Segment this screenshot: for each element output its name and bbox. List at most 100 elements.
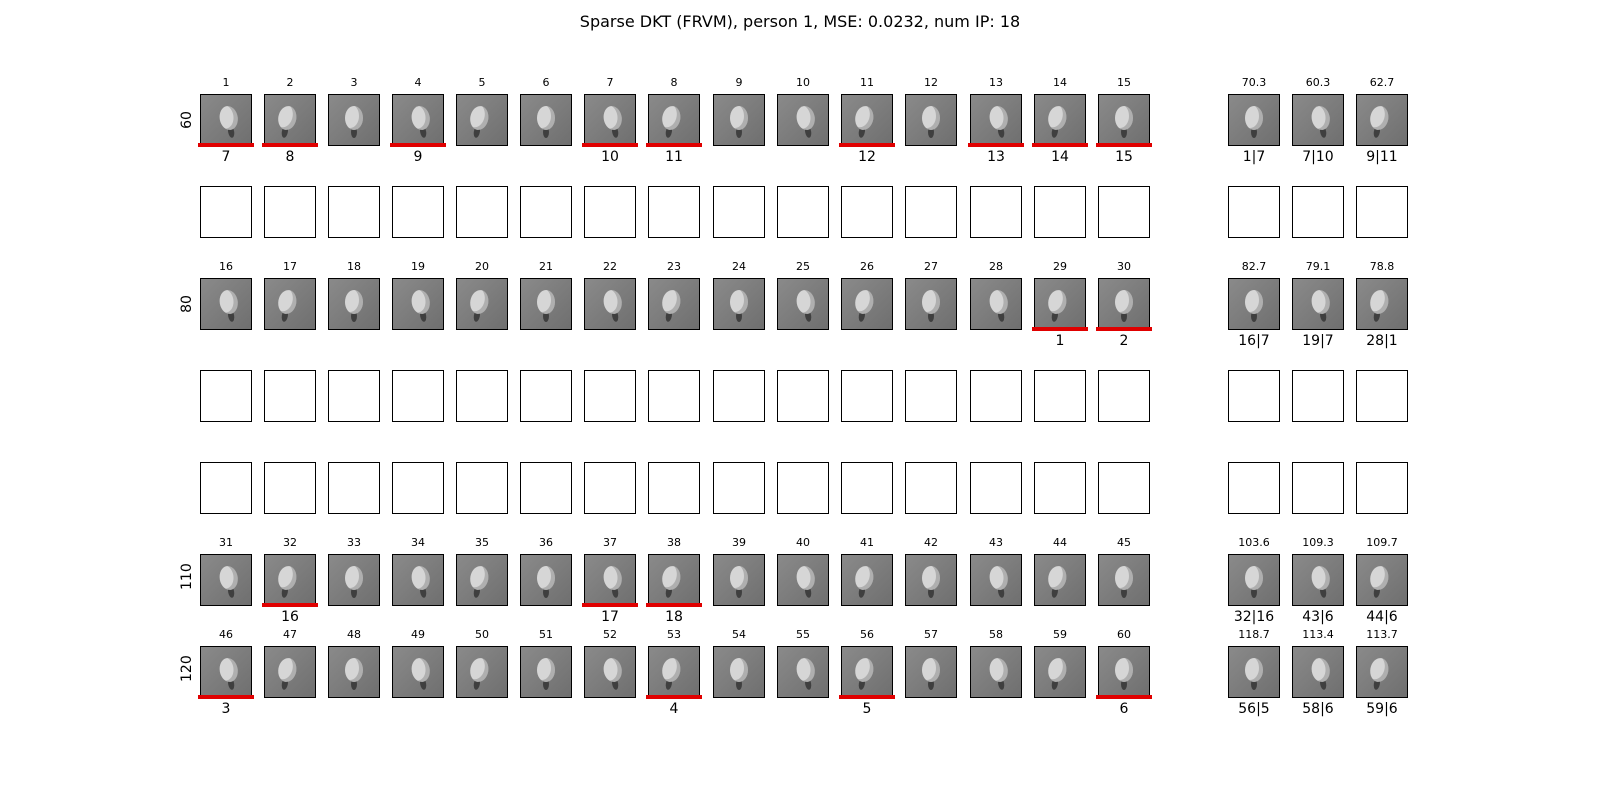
face-thumbnail[interactable] <box>264 554 316 606</box>
face-thumbnail[interactable] <box>392 554 444 606</box>
face-thumbnail[interactable] <box>264 646 316 698</box>
face-thumbnail-icon <box>537 565 555 590</box>
empty-cell <box>1228 462 1280 514</box>
face-thumbnail[interactable] <box>200 646 252 698</box>
face-thumbnail-icon <box>601 564 624 591</box>
match-thumbnail[interactable] <box>1228 554 1280 606</box>
match-thumbnail[interactable] <box>1356 646 1408 698</box>
match-thumbnail[interactable] <box>1292 554 1344 606</box>
empty-cell <box>713 462 765 514</box>
face-thumbnail[interactable] <box>777 94 829 146</box>
face-thumbnail[interactable] <box>328 278 380 330</box>
match-thumbnail[interactable] <box>1356 94 1408 146</box>
face-thumbnail[interactable] <box>970 646 1022 698</box>
face-thumbnail[interactable] <box>328 646 380 698</box>
face-thumbnail[interactable] <box>1098 94 1150 146</box>
face-thumbnail[interactable] <box>970 278 1022 330</box>
face-thumbnail[interactable] <box>841 278 893 330</box>
thumbnail-index: 11 <box>860 76 874 89</box>
face-thumbnail[interactable] <box>648 94 700 146</box>
face-thumbnail[interactable] <box>584 94 636 146</box>
face-thumbnail[interactable] <box>648 278 700 330</box>
empty-cell <box>1356 462 1408 514</box>
face-thumbnail[interactable] <box>200 278 252 330</box>
empty-cell <box>713 186 765 238</box>
face-thumbnail[interactable] <box>1098 278 1150 330</box>
face-thumbnail-icon <box>1245 565 1263 590</box>
face-thumbnail[interactable] <box>905 94 957 146</box>
face-thumbnail[interactable] <box>520 554 572 606</box>
face-thumbnail[interactable] <box>713 94 765 146</box>
face-thumbnail[interactable] <box>456 554 508 606</box>
match-thumbnail[interactable] <box>1292 94 1344 146</box>
face-thumbnail[interactable] <box>264 278 316 330</box>
match-thumbnail[interactable] <box>1228 278 1280 330</box>
row-label: 60 <box>179 111 195 129</box>
face-thumbnail[interactable] <box>1034 278 1086 330</box>
match-thumbnail[interactable] <box>1292 278 1344 330</box>
face-thumbnail[interactable] <box>264 94 316 146</box>
face-thumbnail-icon <box>601 104 624 131</box>
thumbnail-index: 32 <box>283 536 297 549</box>
face-thumbnail[interactable] <box>200 94 252 146</box>
empty-cell <box>1292 370 1344 422</box>
face-thumbnail-icon <box>794 564 817 591</box>
thumbnail-index: 46 <box>219 628 233 641</box>
empty-cell <box>1356 370 1408 422</box>
face-thumbnail[interactable] <box>970 94 1022 146</box>
face-thumbnail[interactable] <box>905 278 957 330</box>
match-thumbnail[interactable] <box>1356 554 1408 606</box>
face-thumbnail[interactable] <box>841 94 893 146</box>
match-pair-label: 9|11 <box>1366 149 1398 165</box>
face-thumbnail[interactable] <box>648 554 700 606</box>
face-thumbnail[interactable] <box>713 646 765 698</box>
selection-marker <box>198 695 254 699</box>
face-thumbnail[interactable] <box>713 554 765 606</box>
selection-marker <box>582 603 638 607</box>
face-thumbnail[interactable] <box>777 278 829 330</box>
match-thumbnail[interactable] <box>1228 646 1280 698</box>
face-thumbnail[interactable] <box>1098 646 1150 698</box>
face-thumbnail[interactable] <box>456 278 508 330</box>
face-thumbnail[interactable] <box>777 646 829 698</box>
face-thumbnail[interactable] <box>392 278 444 330</box>
face-thumbnail[interactable] <box>841 554 893 606</box>
empty-cell <box>200 370 252 422</box>
face-thumbnail[interactable] <box>648 646 700 698</box>
face-thumbnail[interactable] <box>584 646 636 698</box>
face-thumbnail[interactable] <box>841 646 893 698</box>
face-thumbnail[interactable] <box>584 554 636 606</box>
face-thumbnail-icon <box>217 564 240 591</box>
selection-label: 9 <box>413 149 423 165</box>
face-thumbnail[interactable] <box>520 94 572 146</box>
face-thumbnail[interactable] <box>392 646 444 698</box>
face-thumbnail[interactable] <box>1098 554 1150 606</box>
face-thumbnail[interactable] <box>392 94 444 146</box>
face-thumbnail[interactable] <box>200 554 252 606</box>
face-thumbnail[interactable] <box>1034 94 1086 146</box>
face-thumbnail[interactable] <box>328 94 380 146</box>
face-thumbnail[interactable] <box>713 278 765 330</box>
face-thumbnail[interactable] <box>328 554 380 606</box>
face-thumbnail[interactable] <box>520 278 572 330</box>
row-label: 120 <box>179 655 195 682</box>
empty-cell <box>456 462 508 514</box>
face-thumbnail[interactable] <box>1034 554 1086 606</box>
empty-cell <box>648 462 700 514</box>
face-thumbnail[interactable] <box>456 94 508 146</box>
face-thumbnail[interactable] <box>1034 646 1086 698</box>
face-thumbnail[interactable] <box>777 554 829 606</box>
empty-cell <box>328 462 380 514</box>
empty-cell <box>1228 186 1280 238</box>
face-thumbnail[interactable] <box>520 646 572 698</box>
thumbnail-index: 12 <box>924 76 938 89</box>
face-thumbnail[interactable] <box>456 646 508 698</box>
match-thumbnail[interactable] <box>1356 278 1408 330</box>
match-thumbnail[interactable] <box>1292 646 1344 698</box>
face-thumbnail[interactable] <box>970 554 1022 606</box>
face-thumbnail[interactable] <box>584 278 636 330</box>
face-thumbnail[interactable] <box>905 646 957 698</box>
face-thumbnail[interactable] <box>905 554 957 606</box>
match-thumbnail[interactable] <box>1228 94 1280 146</box>
face-thumbnail-icon <box>922 657 940 682</box>
